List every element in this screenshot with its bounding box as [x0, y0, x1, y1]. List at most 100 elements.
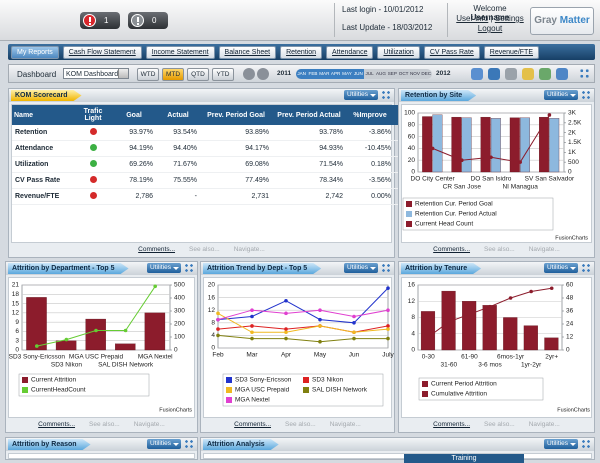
tab[interactable]: CV Pass Rate: [423, 45, 480, 59]
header: Last login - 10/01/2012 Last Update - 18…: [0, 0, 600, 41]
expand-icon[interactable]: [381, 90, 391, 100]
timeline-month: APR: [329, 69, 342, 79]
cell-value: 77.49%: [200, 172, 272, 189]
timeline-month: MAR: [318, 69, 330, 79]
alert-mark: [89, 17, 91, 22]
footer-link[interactable]: Navigate...: [528, 421, 560, 428]
expand-icon[interactable]: [581, 439, 591, 449]
tool-icon[interactable]: [539, 68, 551, 80]
timeline-month: SEP: [387, 71, 397, 76]
footer-link[interactable]: See also...: [189, 246, 220, 253]
footer-link[interactable]: Comments...: [38, 421, 76, 428]
utilities-button[interactable]: Utilities: [544, 90, 578, 100]
footer-link[interactable]: Navigate...: [133, 421, 165, 428]
utilities-button[interactable]: Utilities: [344, 263, 378, 273]
footer-link[interactable]: Navigate...: [233, 246, 265, 253]
footer-link[interactable]: Navigate...: [329, 421, 361, 428]
nav-button[interactable]: [243, 68, 255, 80]
select-arrow: [118, 69, 128, 78]
footer-link[interactable]: See also...: [484, 421, 515, 428]
period-button[interactable]: MTD: [162, 68, 184, 81]
cell-value: -3.56%: [346, 172, 394, 189]
footer-link[interactable]: See also...: [484, 246, 515, 253]
tab[interactable]: Attendance: [326, 45, 374, 59]
traffic-light: [89, 176, 97, 183]
cell-value: 75.55%: [156, 172, 200, 189]
tool-icon[interactable]: [556, 68, 568, 80]
column-header: Training: [404, 454, 524, 463]
footer-link[interactable]: See also...: [285, 421, 316, 428]
utilities-button[interactable]: Utilities: [344, 90, 378, 100]
panel-body: Training: [203, 453, 592, 463]
cell-value: 2,742: [272, 188, 346, 205]
panel-header: KOM Scorecard Utilities: [9, 89, 394, 102]
utilities-button[interactable]: Utilities: [147, 263, 181, 273]
panel: Retention by Site Utilities Comments... See…: [398, 88, 595, 258]
tool-icon[interactable]: [488, 68, 500, 80]
footer-link[interactable]: Comments...: [138, 246, 176, 253]
alert-badge[interactable]: 1: [80, 12, 120, 29]
alert-mark: [137, 23, 139, 25]
cell-value: 94.93%: [272, 140, 346, 157]
cell-value: 2,786: [112, 188, 156, 205]
cell-value: -10.45%: [346, 140, 394, 157]
period-button[interactable]: QTD: [187, 68, 209, 81]
welcome-text: Welcome: [473, 4, 507, 13]
footer-link[interactable]: Comments...: [234, 421, 272, 428]
tab[interactable]: Retention: [280, 45, 323, 59]
panel-footer: Comments... See also... Navigate...: [9, 244, 394, 256]
logout-link[interactable]: Logout: [477, 24, 503, 33]
expand-icon[interactable]: [581, 90, 591, 100]
cell-value: 78.19%: [112, 172, 156, 189]
alert-badge[interactable]: 0: [128, 12, 168, 29]
panel: KOM Scorecard Utilities Name Trafic Light Go…: [8, 88, 425, 258]
tab[interactable]: Revenue/FTE: [483, 45, 539, 59]
cell-value: 93.54%: [156, 125, 200, 141]
dashboard-select[interactable]: KOM Dashboard: [63, 68, 129, 79]
footer-link[interactable]: Comments...: [433, 421, 471, 428]
period-button[interactable]: YTD: [212, 68, 234, 81]
timeline-track[interactable]: JAN FEB MAR APR MAY JUN JUL AUG SEP OCT NOV DEC: [296, 69, 432, 79]
nav-button[interactable]: [257, 68, 269, 80]
panel-header: Attrition Trend by Dept - Top 5 Utilities: [201, 262, 394, 275]
tab[interactable]: Income Statement: [145, 45, 215, 59]
tab[interactable]: My Reports: [11, 45, 59, 59]
timeline-month: MAY: [341, 69, 353, 79]
cell-name: Utilization: [12, 156, 74, 173]
footer-link[interactable]: Comments...: [433, 246, 471, 253]
panel-title: Retention by Site: [401, 90, 476, 101]
user-links: User info | Settings: [455, 14, 525, 23]
cell-value: 0.00%: [346, 188, 394, 205]
expand-icon[interactable]: [184, 263, 194, 273]
expand-icon[interactable]: [581, 263, 591, 273]
tool-icon[interactable]: [505, 68, 517, 80]
footer-link[interactable]: Navigate...: [528, 246, 560, 253]
panel: Attrition Trend by Dept - Top 5 Utilities…: [200, 261, 395, 433]
utilities-button[interactable]: Utilities: [147, 439, 181, 449]
tab[interactable]: Balance Sheet: [218, 45, 277, 59]
logo: Gray Matter: [530, 7, 594, 35]
table-row: Attendance 94.19% 94.40% 94.17% 94.93% -10.45…: [12, 140, 425, 157]
utilities-button[interactable]: Utilities: [544, 263, 578, 273]
utilities-button[interactable]: Utilities: [544, 439, 578, 449]
cell-value: 94.40%: [156, 140, 200, 157]
tab[interactable]: Utilization: [377, 45, 420, 59]
footer-link[interactable]: See also...: [89, 421, 120, 428]
timeline-month: FEB: [307, 69, 319, 79]
expand-icon[interactable]: [579, 68, 590, 79]
settings-link[interactable]: Settings: [494, 14, 524, 23]
traffic-light: [89, 192, 97, 199]
panel-title: Attrition Trend by Dept - Top 5: [203, 263, 321, 274]
tool-icon[interactable]: [522, 68, 534, 80]
expand-icon[interactable]: [184, 439, 194, 449]
tool-icon[interactable]: [471, 68, 483, 80]
link-separator: |: [490, 14, 493, 23]
tab[interactable]: Cash Flow Statement: [62, 45, 142, 59]
table-row: Revenue/FTE 2,786-2,731 2,742 0.00%: [12, 188, 425, 205]
username: Username: [470, 13, 510, 22]
user-info-link[interactable]: User info: [456, 14, 489, 23]
period-button[interactable]: WTD: [137, 68, 159, 81]
alert-icon: [131, 14, 144, 27]
expand-icon[interactable]: [381, 263, 391, 273]
panel-body: [401, 104, 592, 243]
